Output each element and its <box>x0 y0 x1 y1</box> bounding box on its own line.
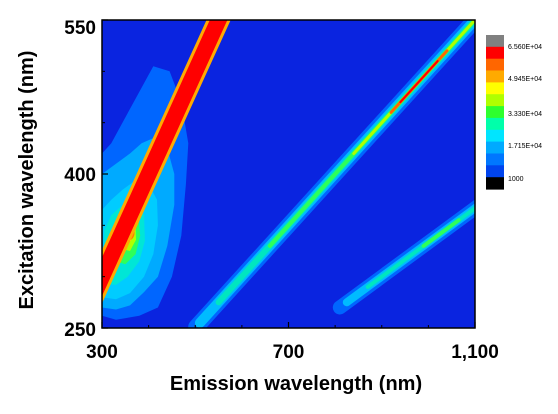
colorbar-swatches <box>486 35 504 190</box>
colorbar-swatch <box>486 82 504 95</box>
x-tick-label: 300 <box>86 342 118 363</box>
y-axis-title: Excitation wavelength (nm) <box>16 51 38 310</box>
colorbar: 6.560E+04 4.945E+04 3.330E+04 1.715E+04 … <box>486 35 542 190</box>
tick-marks <box>101 19 476 329</box>
x-axis-title: Emission wavelength (nm) <box>170 373 422 395</box>
third-order-scatter-band <box>421 218 461 248</box>
first-order-scatter-band <box>102 20 228 297</box>
y-tick-label: 550 <box>64 18 96 39</box>
colorbar-swatch <box>486 106 504 119</box>
colorbar-swatch <box>486 141 504 154</box>
colorbar-swatch <box>486 58 504 72</box>
y-tick-label: 250 <box>64 320 96 341</box>
colorbar-label: 1000 <box>508 176 524 183</box>
contour-fill-layer <box>102 20 475 328</box>
colorbar-swatch <box>486 129 504 143</box>
colorbar-label: 1.715E+04 <box>508 143 542 150</box>
colorbar-label: 3.330E+04 <box>508 111 542 118</box>
colorbar-swatch <box>486 35 504 48</box>
colorbar-swatch <box>486 117 504 131</box>
y-tick-label: 400 <box>64 165 96 186</box>
x-tick-label: 1,100 <box>451 342 499 363</box>
colorbar-swatch <box>486 153 504 166</box>
colorbar-swatch <box>486 177 504 190</box>
x-tick-labels: 300 700 1,100 <box>86 342 499 363</box>
second-order-scatter-band <box>399 60 439 104</box>
colorbar-swatch <box>486 70 504 83</box>
x-tick-label: 700 <box>273 342 305 363</box>
y-tick-labels: 550 400 250 <box>64 18 96 341</box>
colorbar-swatch <box>486 94 504 107</box>
plot-area <box>101 19 476 329</box>
colorbar-swatch <box>486 46 504 60</box>
colorbar-swatch <box>486 165 504 178</box>
colorbar-label: 4.945E+04 <box>508 76 542 83</box>
colorbar-label: 6.560E+04 <box>508 44 542 51</box>
